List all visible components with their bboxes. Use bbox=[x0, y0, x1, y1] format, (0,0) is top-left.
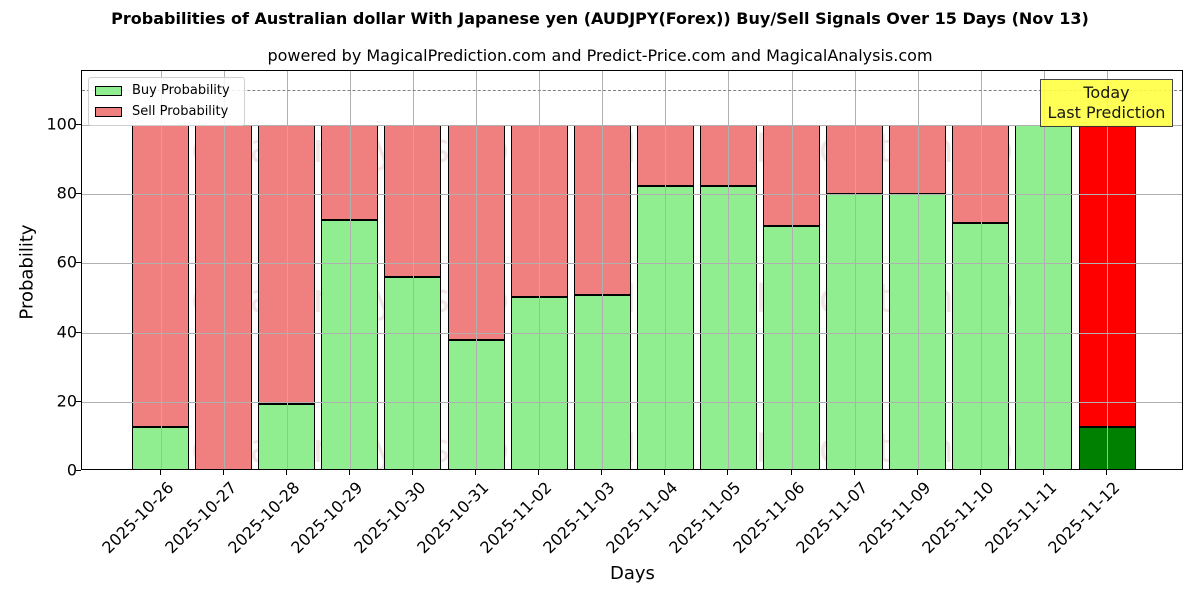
y-tick-label: 60 bbox=[56, 252, 77, 272]
sell-swatch-icon bbox=[95, 106, 122, 117]
gridline-horizontal bbox=[82, 401, 1182, 403]
gridline-vertical bbox=[349, 71, 351, 469]
x-axis-label: Days bbox=[610, 563, 655, 584]
gridline-vertical bbox=[665, 71, 667, 469]
gridline-vertical bbox=[286, 71, 288, 469]
annotation-line-1: Today bbox=[1083, 83, 1130, 102]
x-tick-mark bbox=[222, 470, 224, 475]
x-tick-mark bbox=[979, 470, 981, 475]
gridline-vertical bbox=[602, 71, 604, 469]
gridline-vertical bbox=[728, 71, 730, 469]
gridline-vertical bbox=[980, 71, 982, 469]
x-tick-mark bbox=[159, 470, 161, 475]
gridline-vertical bbox=[223, 71, 225, 469]
y-tick-label: 0 bbox=[66, 460, 77, 480]
gridline-vertical bbox=[917, 71, 919, 469]
chart-subtitle: powered by MagicalPrediction.com and Pre… bbox=[267, 46, 933, 65]
y-tick-mark bbox=[76, 400, 81, 402]
legend-label-buy: Buy Probability bbox=[132, 83, 230, 98]
legend-item-sell: Sell Probability bbox=[95, 104, 228, 119]
y-tick-label: 80 bbox=[56, 183, 77, 203]
legend: Buy Probability Sell Probability bbox=[88, 77, 245, 126]
legend-label-sell: Sell Probability bbox=[132, 104, 229, 119]
y-tick-mark bbox=[76, 262, 81, 264]
gridline-horizontal bbox=[82, 125, 1182, 126]
gridline-vertical bbox=[791, 71, 793, 469]
annotation-line-2: Last Prediction bbox=[1047, 103, 1166, 122]
gridline-vertical bbox=[1043, 71, 1045, 469]
gridline-horizontal bbox=[82, 332, 1182, 334]
x-tick-mark bbox=[853, 470, 855, 475]
gridline-vertical bbox=[412, 71, 414, 469]
gridline-horizontal bbox=[82, 194, 1182, 196]
plot-area: MagicalAnalysis.comMagicalPrediction.com… bbox=[81, 70, 1183, 470]
x-tick-mark bbox=[348, 470, 350, 475]
x-tick-mark bbox=[285, 470, 287, 475]
y-tick-label: 40 bbox=[56, 322, 77, 342]
reference-dashed-line bbox=[82, 90, 1182, 92]
x-tick-mark bbox=[790, 470, 792, 475]
y-tick-label: 100 bbox=[46, 114, 77, 134]
buy-swatch-icon bbox=[95, 85, 122, 96]
gridline-vertical bbox=[1107, 71, 1108, 469]
x-tick-mark bbox=[664, 470, 666, 475]
x-tick-mark bbox=[538, 470, 540, 475]
gridline-vertical bbox=[854, 71, 856, 469]
x-tick-mark bbox=[1042, 470, 1044, 475]
x-tick-mark bbox=[727, 470, 729, 475]
y-tick-mark bbox=[76, 193, 81, 195]
legend-item-buy: Buy Probability bbox=[95, 83, 230, 98]
today-annotation: Today Last Prediction bbox=[1040, 79, 1173, 127]
y-axis-label: Probability bbox=[16, 224, 38, 320]
y-tick-mark bbox=[76, 470, 81, 471]
gridline-horizontal bbox=[82, 263, 1182, 265]
gridline-vertical bbox=[160, 71, 162, 469]
x-tick-mark bbox=[916, 470, 918, 475]
gridline-vertical bbox=[539, 71, 541, 469]
y-tick-mark bbox=[76, 331, 81, 333]
x-tick-mark bbox=[475, 470, 476, 475]
y-tick-mark bbox=[76, 124, 81, 125]
x-tick-mark bbox=[601, 470, 603, 475]
x-tick-mark bbox=[411, 470, 413, 475]
gridline-vertical bbox=[476, 71, 477, 469]
y-tick-label: 20 bbox=[56, 391, 77, 411]
chart-title: Probabilities of Australian dollar With … bbox=[111, 9, 1089, 28]
x-tick-mark bbox=[1106, 470, 1107, 475]
